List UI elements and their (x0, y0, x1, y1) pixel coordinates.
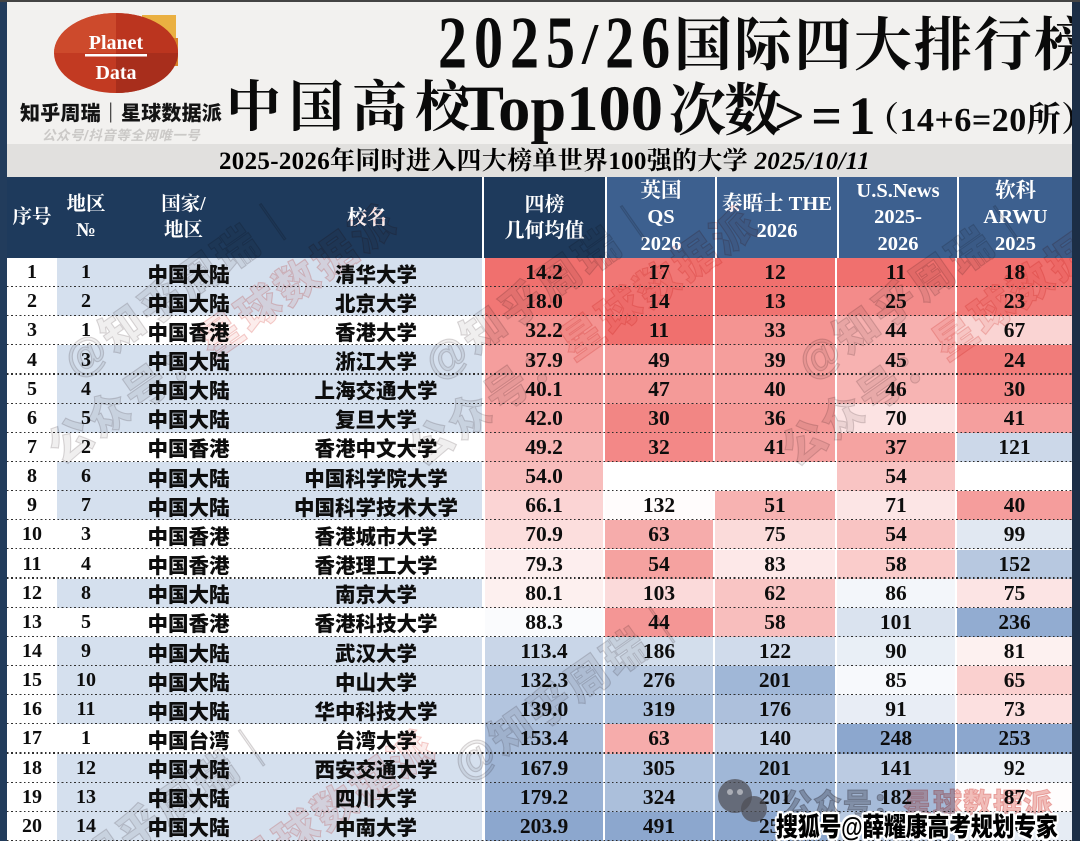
svg-text:Data: Data (95, 62, 136, 84)
svg-text:Planet: Planet (89, 32, 144, 54)
